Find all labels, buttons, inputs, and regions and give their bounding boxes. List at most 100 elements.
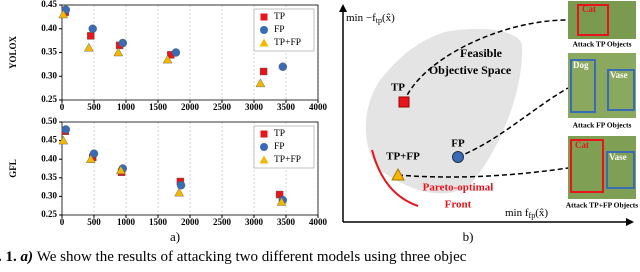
dashed-link: [457, 87, 569, 158]
x-tick-label: 3500: [277, 102, 296, 112]
marker: [89, 149, 99, 158]
x-tick-label: 1500: [149, 217, 168, 227]
marker: [174, 187, 184, 197]
legend-label: TP+FP: [274, 38, 301, 48]
box: [570, 139, 604, 193]
y-tick-label: 0.25: [41, 94, 57, 104]
point-label: FP: [451, 138, 465, 150]
x-tick-label: 500: [87, 102, 101, 112]
fp-point: [452, 151, 464, 163]
image-caption: Attack TP Objects: [572, 40, 631, 49]
marker: [259, 67, 268, 76]
image-caption: Attack FP Objects: [573, 121, 632, 130]
y-tick-label: 0.30: [41, 190, 57, 200]
arrow: [339, 4, 347, 12]
marker: [118, 38, 128, 48]
image: [568, 53, 636, 118]
panel-label: a): [170, 229, 180, 244]
front-label: Front: [445, 199, 472, 211]
marker: [85, 154, 96, 163]
y-tick-label: 0.50: [41, 116, 57, 126]
feasible-region: [365, 28, 523, 194]
y-tick-label: 0.35: [41, 47, 57, 57]
x-tick-label: 500: [87, 217, 101, 227]
box: [577, 4, 609, 36]
tp-point: [398, 96, 410, 108]
box-label: Cat: [582, 4, 596, 14]
marker: [260, 130, 268, 138]
y-tick-label: 0.45: [41, 135, 57, 145]
box-label: Vase: [610, 70, 628, 80]
region-label: Feasible: [460, 46, 503, 60]
point-label: TP+FP: [386, 151, 420, 163]
plot-frame: [61, 4, 319, 101]
x-tick-label: 3000: [245, 217, 264, 227]
x-tick-label: 4000: [309, 217, 328, 227]
marker: [162, 54, 173, 64]
dashed-link: [403, 19, 569, 103]
region-label: Objective Space: [429, 63, 512, 77]
marker: [276, 197, 287, 206]
x-tick-label: 1000: [117, 102, 136, 112]
x-tick-label: 2000: [181, 102, 200, 112]
pareto-front: [371, 149, 419, 207]
x-axis-label: min ffp(x̂): [505, 207, 548, 220]
y-axis-label: GFL: [8, 159, 18, 178]
x-tick-label: 0: [60, 102, 65, 112]
caption: . 1. a) We show the results of attacking…: [0, 249, 467, 265]
marker: [84, 42, 94, 52]
x-tick-label: 3500: [277, 217, 296, 227]
x-tick-label: 4000: [309, 102, 328, 112]
marker: [58, 9, 69, 19]
y-tick-label: 0.40: [41, 23, 57, 33]
marker: [260, 26, 268, 34]
y-tick-label: 0.40: [41, 153, 57, 163]
box-label: Dog: [573, 60, 589, 70]
dashed-link: [397, 167, 569, 178]
legend-label: TP: [274, 129, 285, 139]
x-tick-label: 1500: [149, 102, 168, 112]
x-tick-label: 0: [60, 217, 65, 227]
x-tick-label: 1000: [117, 217, 136, 227]
marker: [113, 47, 124, 57]
legend-label: FP: [274, 142, 285, 152]
box: [607, 69, 635, 111]
legend-label: FP: [274, 25, 285, 35]
panel-label: b): [463, 229, 474, 244]
x-tick-label: 3000: [245, 102, 264, 112]
marker: [260, 143, 268, 151]
point-label: TP: [391, 82, 405, 94]
tpfp-point: [391, 167, 405, 181]
y-tick-label: 0.25: [41, 209, 57, 219]
marker: [278, 62, 287, 71]
legend-label: TP+FP: [274, 155, 301, 165]
box-label: Vase: [609, 152, 627, 162]
box-label: Cat: [575, 140, 589, 150]
image-caption: Attack TP+FP Objects: [566, 201, 639, 210]
marker: [176, 181, 186, 190]
marker: [58, 135, 69, 145]
x-tick-label: 2500: [213, 217, 232, 227]
arrow: [626, 218, 634, 226]
marker: [259, 155, 269, 164]
marker: [260, 13, 268, 21]
marker: [259, 38, 269, 47]
x-tick-label: 2000: [181, 217, 200, 227]
x-tick-label: 2500: [213, 102, 232, 112]
y-axis-label: min −ftp(x̂): [346, 12, 395, 25]
marker: [255, 78, 266, 88]
marker: [88, 24, 97, 33]
diagram: min −ftp(x̂) min ffp(x̂) Feasible Object…: [339, 1, 638, 226]
marker: [87, 32, 95, 40]
front-label: Pareto-optimal: [423, 182, 494, 194]
box: [606, 151, 635, 189]
y-tick-label: 0.45: [41, 0, 57, 9]
y-axis-label: YOLOX: [8, 36, 18, 70]
y-tick-label: 0.30: [41, 70, 57, 80]
marker: [116, 165, 126, 175]
legend-label: TP: [274, 12, 285, 22]
marker: [61, 125, 71, 134]
plot-frame: [61, 121, 319, 216]
marker: [171, 48, 181, 57]
